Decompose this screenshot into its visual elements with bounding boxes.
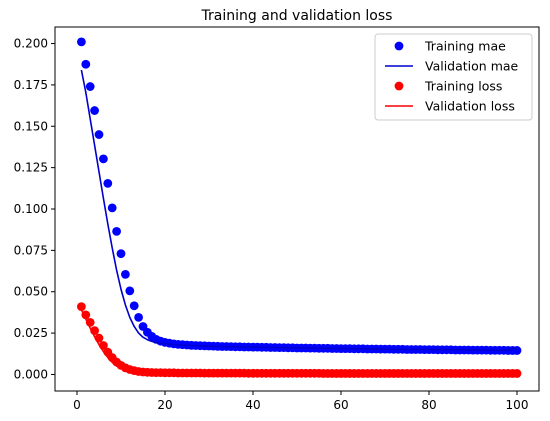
legend-item-training-loss: Training loss	[394, 79, 502, 94]
y-tick-label: 0.100	[14, 202, 48, 216]
y-tick-label: 0.175	[14, 78, 48, 92]
x-tick-label: 20	[157, 398, 172, 412]
point-training-loss	[77, 302, 86, 312]
point-training-mae	[90, 106, 99, 115]
y-axis: 0.000 0.025 0.050 0.075 0.100 0.125 0.150 0.175…	[14, 37, 55, 381]
point-training-mae	[125, 286, 135, 296]
legend-label: Training loss	[424, 79, 502, 94]
point-training-mae	[81, 59, 91, 69]
point-training-mae	[112, 226, 121, 236]
y-tick-label: 0.125	[14, 161, 48, 175]
point-training-mae	[512, 346, 522, 355]
series-line-validation-loss	[80, 309, 517, 375]
series-validation-mae	[80, 69, 518, 352]
x-tick-label: 40	[245, 398, 260, 412]
series-line-validation-mae	[80, 69, 518, 352]
x-axis: 0 20 40 60 80 100	[73, 391, 528, 412]
legend-label: Training mae	[424, 39, 506, 54]
y-tick-label: 0.200	[14, 37, 48, 51]
legend-dot-marker	[394, 41, 404, 51]
legend-dot-marker	[394, 81, 404, 91]
legend-box	[374, 33, 533, 121]
legend-label: Validation loss	[425, 99, 515, 114]
y-tick-label: 0.025	[14, 326, 48, 340]
y-tick-label: 0.000	[14, 367, 48, 381]
point-training-mae	[103, 178, 113, 188]
point-training-mae	[99, 154, 108, 164]
point-training-mae	[94, 130, 104, 139]
x-tick-label: 60	[333, 398, 348, 412]
point-training-mae	[116, 249, 126, 259]
series-validation-loss	[80, 309, 517, 375]
y-tick-label: 0.050	[14, 285, 48, 299]
x-tick-label: 100	[506, 398, 529, 412]
legend-item-training-mae: Training mae	[394, 39, 506, 54]
point-training-mae	[107, 203, 117, 213]
legend-label: Validation mae	[425, 59, 519, 74]
x-tick-label: 0	[73, 398, 81, 412]
point-training-mae	[85, 82, 95, 91]
legend: Training mae Validation mae Training loss V…	[374, 33, 533, 121]
point-training-mae	[121, 269, 130, 279]
y-tick-label: 0.075	[14, 243, 48, 257]
chart-title: Training and validation loss	[201, 8, 393, 24]
plot-area	[77, 37, 522, 378]
legend-item-validation-loss: Validation loss	[385, 99, 515, 114]
y-tick-label: 0.150	[14, 119, 48, 133]
legend-item-validation-mae: Validation mae	[385, 59, 519, 74]
point-training-mae	[134, 312, 144, 322]
x-tick-label: 80	[421, 398, 436, 412]
point-training-mae	[77, 37, 86, 47]
point-training-mae	[129, 301, 139, 311]
